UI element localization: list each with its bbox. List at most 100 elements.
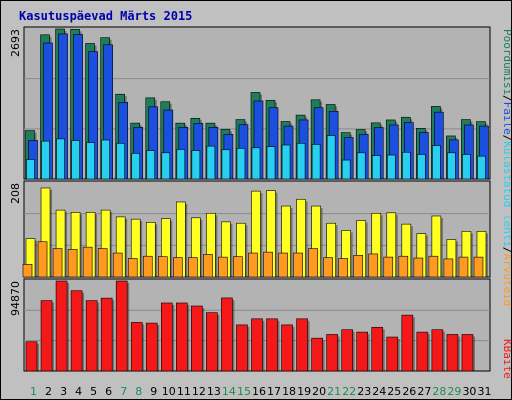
bar-kbaite	[401, 314, 414, 372]
bar-kbaite	[356, 331, 369, 372]
bar-kbaite	[85, 300, 98, 372]
bar-arvuteid	[473, 256, 484, 278]
x-axis-tick-label: 2	[45, 385, 52, 398]
legend-separator: /	[501, 95, 511, 102]
bar-shadow	[395, 214, 398, 277]
bar-arvuteid	[112, 252, 123, 278]
bar-kbaite	[115, 280, 128, 372]
bar-kbaite	[191, 305, 203, 372]
bar-kulastatud-lehti	[56, 138, 65, 180]
bar-shadow	[95, 214, 98, 277]
bar-arvuteid	[308, 248, 318, 278]
bar-shadow	[125, 218, 128, 277]
legend-separator: /	[501, 135, 511, 142]
legend-kulastatud-lehti: Külastatud lehti	[501, 141, 511, 247]
bar-shadow	[412, 317, 415, 371]
bar-kbaite	[130, 322, 143, 372]
bar-shadow	[52, 302, 55, 371]
bar-kulastatud-lehti	[191, 150, 201, 180]
bar-arvuteid	[203, 254, 213, 278]
bar-shadow	[127, 283, 130, 371]
bar-shadow	[292, 326, 295, 371]
bar-kbaite	[251, 318, 263, 372]
bar-arvuteid	[323, 257, 333, 278]
bar-kulastatud-lehti	[266, 146, 276, 180]
x-axis-tick-label: 17	[267, 385, 281, 398]
bar-kulastatud-lehti	[371, 155, 381, 180]
bar-shadow	[65, 212, 68, 277]
legend: Pöördumisi/Faile/Külastatud lehti/Arvute…	[501, 29, 511, 379]
x-axis-labels: 1 2 3 4 5 6 7 8 9 10 11 12 13 14 15 16 17 18 19 20 21 22 23 24 2…	[30, 385, 491, 398]
bar-shadow	[110, 212, 113, 277]
legend-pooradumisi: Pöördumisi	[501, 29, 511, 95]
bar-kulastatud-lehti	[311, 144, 321, 180]
legend-kbaite: KBaite	[501, 339, 511, 379]
x-axis-tick-label: 7	[120, 385, 127, 398]
bar-kbaite	[446, 334, 459, 372]
bar-kulastatud-lehti	[71, 140, 80, 180]
bar-kulastatud-lehti	[161, 152, 171, 180]
bar-kulastatud-lehti	[447, 152, 456, 180]
x-axis-tick-label: 19	[297, 385, 311, 398]
bar-kulastatud-lehti	[281, 144, 291, 180]
bar-kbaite	[206, 312, 218, 372]
bar-shadow	[472, 336, 475, 371]
x-axis-tick-label: 12	[192, 385, 206, 398]
bar-kbaite	[281, 324, 293, 372]
bar-kulastatud-lehti	[432, 145, 441, 180]
bar-kbaite	[431, 329, 444, 372]
bar-kbaite	[371, 326, 384, 372]
bar-shadow	[322, 340, 325, 371]
bar-kulastatud-lehti	[41, 140, 50, 180]
bar-arvuteid	[248, 252, 258, 278]
bar-shadow	[457, 336, 460, 371]
bar-shadow	[262, 320, 265, 371]
bar-kulastatud-lehti	[417, 154, 426, 180]
x-axis-tick-label: 22	[342, 385, 356, 398]
x-axis-tick-label: 6	[105, 385, 112, 398]
chart-title: Kasutuspäevad Märts 2015	[19, 9, 193, 23]
bar-shadow	[200, 219, 203, 277]
bar-shadow	[80, 214, 83, 277]
bar-shadow	[50, 189, 53, 277]
bar-kulastatud-lehti	[176, 149, 186, 180]
x-axis-tick-label: 27	[417, 385, 431, 398]
bar-shadow	[425, 235, 428, 277]
bar-kulastatud-lehti	[477, 155, 486, 180]
bar-arvuteid	[368, 253, 379, 278]
x-axis-tick-label: 9	[150, 385, 157, 398]
bar-shadow	[140, 221, 143, 277]
bar-kulastatud-lehti	[296, 143, 306, 180]
bar-kulastatud-lehti	[221, 149, 231, 180]
legend-faile: Faile	[501, 102, 511, 135]
bar-shadow	[97, 302, 100, 371]
bar-shadow	[455, 241, 458, 277]
bar-kulastatud-lehti	[236, 148, 246, 180]
x-axis-tick-label: 23	[357, 385, 371, 398]
bar-kbaite	[326, 334, 338, 372]
bar-kulastatud-lehti	[86, 142, 95, 180]
bar-arvuteid	[293, 252, 303, 278]
bar-shadow	[442, 331, 445, 371]
bar-shadow	[380, 215, 383, 277]
bar-shadow	[440, 217, 443, 277]
bar-shadow	[230, 223, 233, 277]
x-axis-tick-label: 11	[177, 385, 191, 398]
bar-kbaite	[266, 318, 278, 372]
bar-shadow	[337, 336, 340, 371]
bar-kbaite	[145, 322, 158, 372]
bar-kbaite	[55, 280, 68, 372]
bar-shadow	[365, 222, 368, 277]
bar-kbaite	[461, 334, 474, 372]
y-axis-labels: 2693 208 94870	[9, 29, 22, 316]
bar-arvuteid	[218, 256, 228, 278]
bar-shadow	[320, 208, 323, 277]
x-axis-tick-label: 24	[372, 385, 386, 398]
bar-arvuteid	[157, 256, 168, 278]
bar-shadow	[290, 208, 293, 277]
bar-arvuteid	[82, 246, 93, 278]
bar-kbaite	[236, 324, 248, 372]
bar-shadow	[82, 292, 85, 371]
x-axis-tick-label: 28	[432, 385, 446, 398]
